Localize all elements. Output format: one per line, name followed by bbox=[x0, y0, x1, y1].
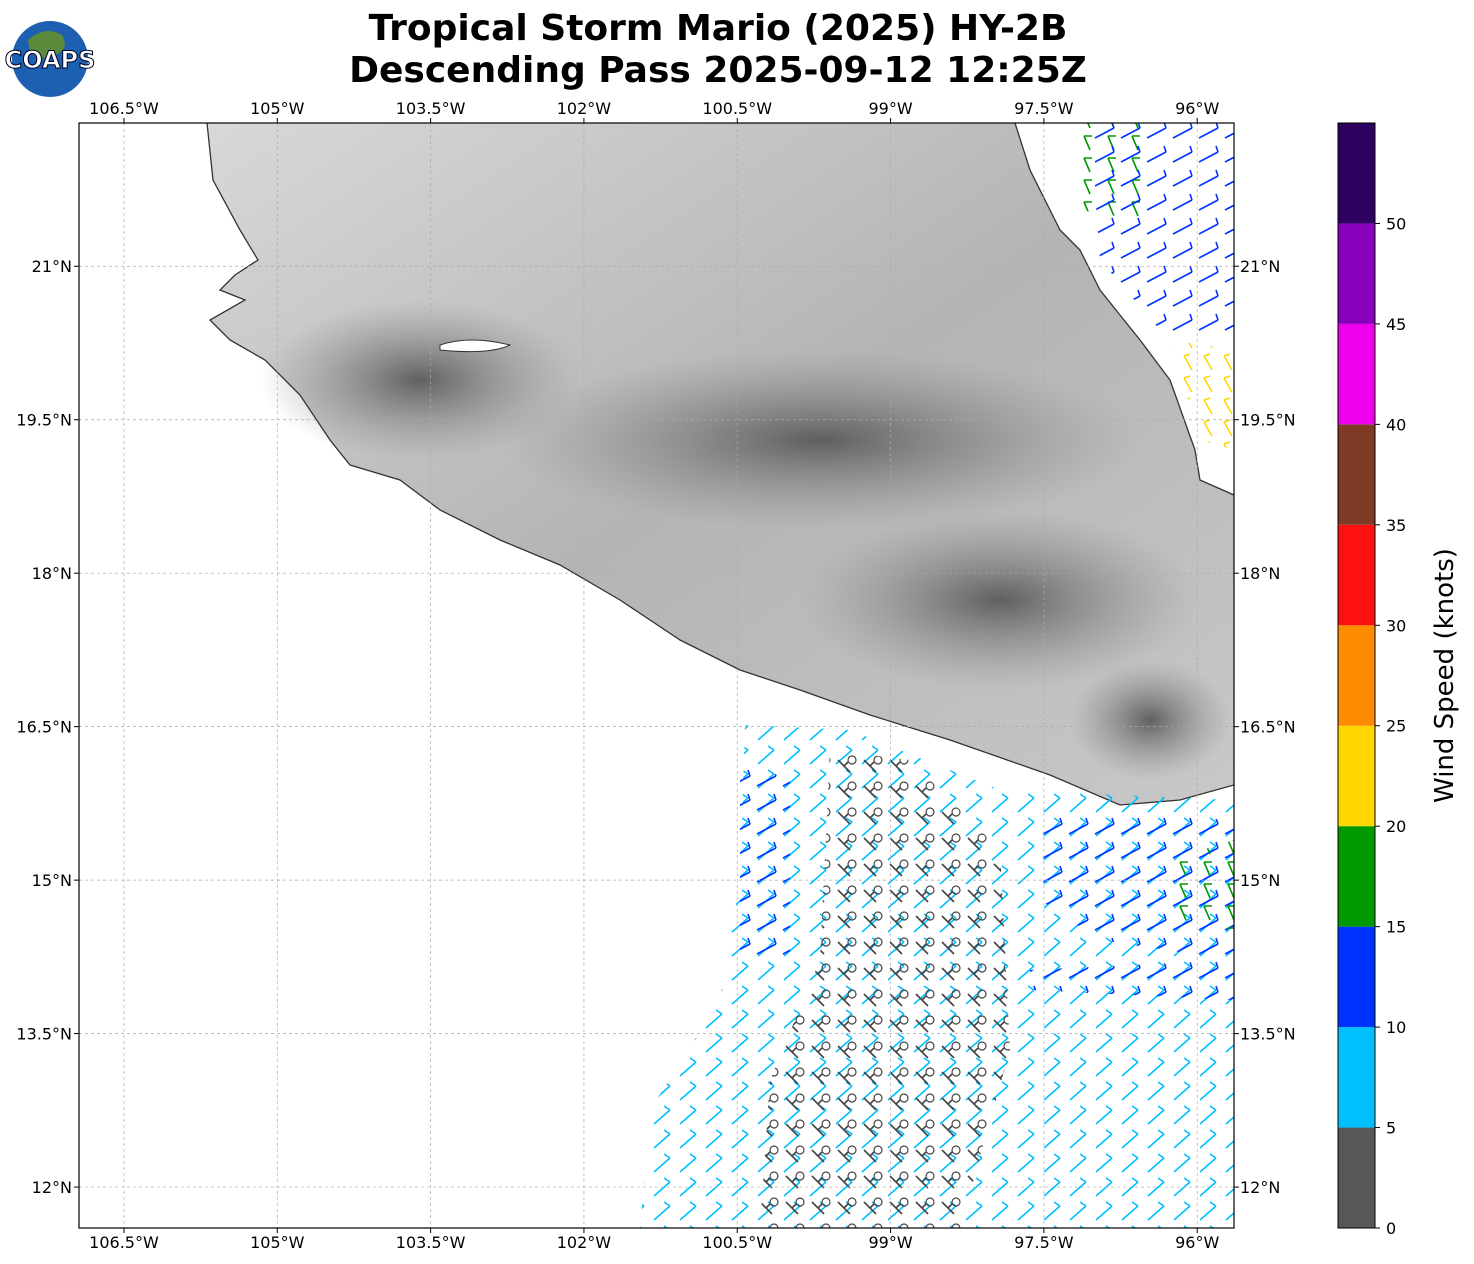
x-tick-label: 100.5°W bbox=[702, 99, 772, 118]
x-tick-label: 106.5°W bbox=[89, 1233, 159, 1252]
colorbar-tick-label: 0 bbox=[1386, 1219, 1396, 1238]
x-tick-label: 103.5°W bbox=[396, 1233, 466, 1252]
title-line: Tropical Storm Mario (2025) HY-2B bbox=[369, 8, 1068, 49]
terrain bbox=[1070, 660, 1230, 780]
map-area bbox=[206, 123, 1234, 1228]
plot-frame bbox=[78, 122, 1235, 1229]
colorbar-tick-label: 45 bbox=[1386, 315, 1406, 334]
logo: COAPS bbox=[4, 21, 96, 97]
logo-text: COAPS bbox=[5, 46, 96, 74]
colorbar-tick-label: 35 bbox=[1386, 516, 1406, 535]
y-tick-label: 15°N bbox=[1240, 871, 1280, 890]
title-line: Descending Pass 2025-09-12 12:25Z bbox=[349, 50, 1087, 91]
colorbar-bin bbox=[1338, 826, 1375, 927]
x-tick-label: 102°W bbox=[557, 1233, 612, 1252]
colorbar-bin bbox=[1338, 725, 1375, 827]
colorbar-tick-label: 40 bbox=[1386, 415, 1406, 434]
x-tick-label: 103.5°W bbox=[396, 99, 466, 118]
x-tick-label: 99°W bbox=[868, 99, 912, 118]
x-tick-label: 97.5°W bbox=[1014, 99, 1074, 118]
y-tick-label: 21°N bbox=[32, 257, 72, 276]
colorbar-bin bbox=[1338, 424, 1375, 525]
colorbar-tick-label: 25 bbox=[1386, 717, 1406, 736]
terrain bbox=[800, 510, 1200, 690]
terrain bbox=[260, 300, 580, 460]
y-tick-label: 19.5°N bbox=[1240, 411, 1296, 430]
x-tick-label: 100.5°W bbox=[702, 1233, 772, 1252]
colorbar-bin bbox=[1338, 625, 1375, 726]
colorbar-tick-label: 10 bbox=[1386, 1018, 1406, 1037]
wind-swath bbox=[740, 760, 1234, 1000]
x-tick-label: 102°W bbox=[557, 99, 612, 118]
x-tick-label: 105°W bbox=[250, 1233, 305, 1252]
y-tick-label: 15°N bbox=[32, 871, 72, 890]
colorbar-bin bbox=[1338, 524, 1375, 626]
colorbar-tick-label: 30 bbox=[1386, 616, 1406, 635]
y-tick-label: 13.5°N bbox=[1240, 1025, 1296, 1044]
x-tick-label: 99°W bbox=[868, 1233, 912, 1252]
y-tick-label: 19.5°N bbox=[16, 411, 72, 430]
y-tick-label: 12°N bbox=[1240, 1178, 1280, 1197]
colorbar-bin bbox=[1338, 1127, 1375, 1228]
y-tick-label: 13.5°N bbox=[16, 1025, 72, 1044]
colorbar-tick-label: 5 bbox=[1386, 1119, 1396, 1138]
wind-swath bbox=[1170, 340, 1234, 450]
colorbar-bin bbox=[1338, 223, 1375, 324]
x-tick-label: 96°W bbox=[1175, 99, 1219, 118]
terrain bbox=[500, 350, 1140, 530]
x-tick-label: 97.5°W bbox=[1014, 1233, 1074, 1252]
wind-swath bbox=[760, 750, 1010, 1228]
x-tick-label: 105°W bbox=[250, 99, 305, 118]
wind-swath bbox=[1070, 123, 1234, 930]
colorbar-label: Wind Speed (knots) bbox=[1430, 548, 1460, 803]
colorbar-frame bbox=[1337, 122, 1376, 1229]
y-tick-label: 21°N bbox=[1240, 257, 1280, 276]
lake bbox=[439, 339, 512, 353]
y-tick-label: 12°N bbox=[32, 1178, 72, 1197]
colorbar-bin bbox=[1338, 123, 1375, 224]
colorbar-tick-label: 50 bbox=[1386, 214, 1406, 233]
y-tick-label: 16.5°N bbox=[16, 718, 72, 737]
wind-swath bbox=[1090, 123, 1234, 340]
y-tick-label: 16.5°N bbox=[1240, 718, 1296, 737]
colorbar-bin bbox=[1338, 926, 1375, 1028]
colorbar-tick-label: 20 bbox=[1386, 817, 1406, 836]
x-tick-label: 96°W bbox=[1175, 1233, 1219, 1252]
x-tick-label: 106.5°W bbox=[89, 99, 159, 118]
colorbar-bin bbox=[1338, 1027, 1375, 1128]
colorbar-tick-label: 15 bbox=[1386, 918, 1406, 937]
y-tick-label: 18°N bbox=[1240, 564, 1280, 583]
colorbar-bin bbox=[1338, 323, 1375, 425]
y-tick-label: 18°N bbox=[32, 564, 72, 583]
